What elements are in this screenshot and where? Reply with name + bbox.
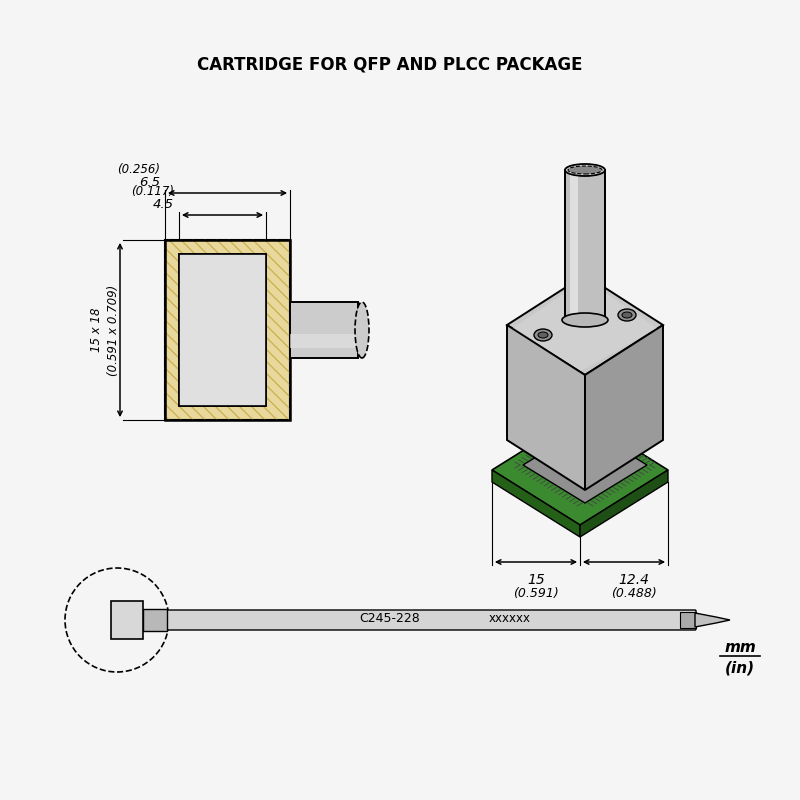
Ellipse shape [565, 164, 605, 176]
Text: 6.5: 6.5 [139, 177, 160, 190]
Polygon shape [585, 325, 663, 490]
Bar [111, 601, 143, 639]
Bar [565, 170, 605, 320]
Polygon shape [492, 415, 668, 525]
Text: (0.488): (0.488) [611, 586, 657, 599]
Bar [680, 612, 696, 628]
Polygon shape [695, 613, 730, 627]
Ellipse shape [562, 313, 608, 327]
Polygon shape [513, 279, 657, 371]
Ellipse shape [534, 329, 552, 341]
Bar [143, 609, 167, 631]
Polygon shape [492, 470, 580, 537]
Polygon shape [523, 427, 647, 503]
Text: (in): (in) [725, 661, 755, 675]
Ellipse shape [538, 332, 548, 338]
Text: CARTRIDGE FOR QFP AND PLCC PACKAGE: CARTRIDGE FOR QFP AND PLCC PACKAGE [198, 56, 582, 74]
Bar [570, 170, 578, 320]
Polygon shape [507, 275, 663, 375]
Polygon shape [580, 470, 668, 537]
Bar [290, 334, 358, 348]
Ellipse shape [618, 309, 636, 321]
Text: xxxxxx: xxxxxx [489, 613, 531, 626]
Ellipse shape [355, 302, 369, 358]
Bar [179, 254, 266, 406]
Text: 4.5: 4.5 [153, 198, 174, 211]
Bar [165, 240, 290, 420]
FancyBboxPatch shape [164, 610, 696, 630]
Text: 12.4: 12.4 [618, 573, 650, 587]
Text: (0.256): (0.256) [117, 163, 160, 177]
Ellipse shape [622, 312, 632, 318]
Ellipse shape [568, 166, 602, 174]
Bar [179, 254, 266, 406]
Text: (0.117): (0.117) [131, 186, 174, 198]
Bar [165, 240, 290, 420]
Text: 15 x 18
(0.591 x 0.709): 15 x 18 (0.591 x 0.709) [90, 284, 120, 376]
Text: mm: mm [724, 641, 756, 655]
Bar [565, 170, 605, 320]
Polygon shape [507, 325, 585, 490]
Text: (0.591): (0.591) [513, 586, 559, 599]
Text: 15: 15 [527, 573, 545, 587]
Bar [290, 302, 358, 358]
Text: C245-228: C245-228 [360, 613, 420, 626]
